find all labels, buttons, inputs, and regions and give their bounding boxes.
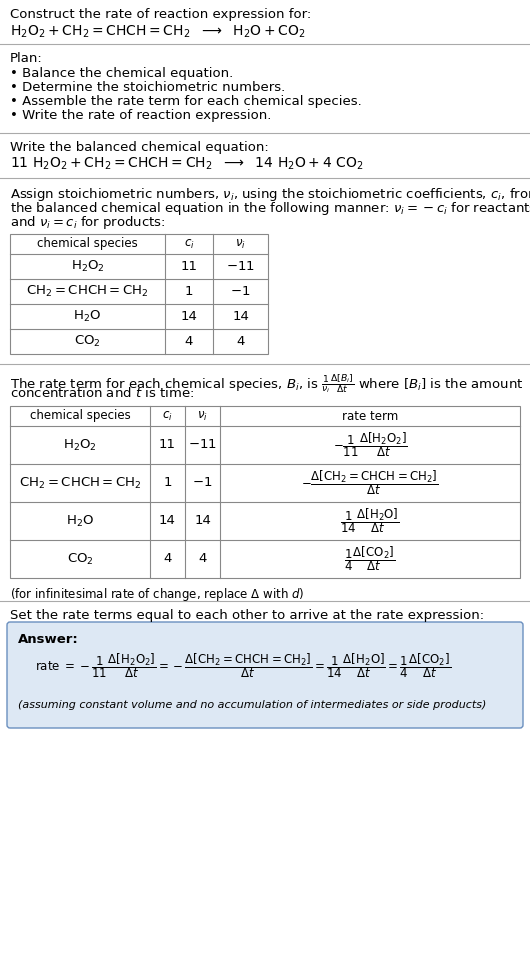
Text: rate $= -\dfrac{1}{11}\dfrac{\Delta[\mathrm{H_2O_2}]}{\Delta t}= -\dfrac{\Delta[: rate $= -\dfrac{1}{11}\dfrac{\Delta[\mat…: [35, 651, 451, 680]
Text: Plan:: Plan:: [10, 52, 43, 65]
Text: $\dfrac{1}{4}\dfrac{\Delta[\mathrm{CO_2}]}{\Delta t}$: $\dfrac{1}{4}\dfrac{\Delta[\mathrm{CO_2}…: [344, 545, 396, 573]
Text: 11: 11: [181, 260, 198, 273]
Text: rate term: rate term: [342, 410, 398, 422]
Text: $\mathrm{CH_2{=}CHCH{=}CH_2}$: $\mathrm{CH_2{=}CHCH{=}CH_2}$: [26, 284, 149, 299]
Text: $-11$: $-11$: [188, 438, 217, 452]
Text: 14: 14: [159, 514, 176, 527]
Text: $\mathregular{11\ H_2O_2 + CH_2{=}CHCH{=}CH_2}$  $\longrightarrow$  $\mathregula: $\mathregular{11\ H_2O_2 + CH_2{=}CHCH{=…: [10, 156, 364, 172]
FancyBboxPatch shape: [7, 622, 523, 728]
Text: $\mathrm{CO_2}$: $\mathrm{CO_2}$: [67, 552, 93, 566]
Text: 14: 14: [232, 310, 249, 323]
Text: Set the rate terms equal to each other to arrive at the rate expression:: Set the rate terms equal to each other t…: [10, 609, 484, 622]
Text: and $\nu_i = c_i$ for products:: and $\nu_i = c_i$ for products:: [10, 214, 165, 231]
Text: $\nu_i$: $\nu_i$: [235, 237, 246, 251]
Text: $\nu_i$: $\nu_i$: [197, 410, 208, 422]
Text: $\mathrm{H_2O}$: $\mathrm{H_2O}$: [66, 514, 94, 528]
Text: 14: 14: [181, 310, 198, 323]
Text: • Balance the chemical equation.: • Balance the chemical equation.: [10, 67, 233, 80]
Text: $\mathrm{H_2O_2}$: $\mathrm{H_2O_2}$: [70, 259, 104, 274]
Text: 4: 4: [163, 553, 172, 565]
Text: 11: 11: [159, 438, 176, 452]
Text: $\mathrm{CO_2}$: $\mathrm{CO_2}$: [74, 334, 101, 349]
Text: the balanced chemical equation in the following manner: $\nu_i = -c_i$ for react: the balanced chemical equation in the fo…: [10, 200, 530, 217]
Text: • Determine the stoichiometric numbers.: • Determine the stoichiometric numbers.: [10, 81, 285, 94]
Text: Assign stoichiometric numbers, $\nu_i$, using the stoichiometric coefficients, $: Assign stoichiometric numbers, $\nu_i$, …: [10, 186, 530, 203]
Text: (assuming constant volume and no accumulation of intermediates or side products): (assuming constant volume and no accumul…: [18, 700, 487, 710]
Text: • Assemble the rate term for each chemical species.: • Assemble the rate term for each chemic…: [10, 95, 362, 108]
Text: $c_i$: $c_i$: [183, 237, 195, 251]
Text: 4: 4: [236, 335, 245, 348]
Text: $\dfrac{1}{14}\dfrac{\Delta[\mathrm{H_2O}]}{\Delta t}$: $\dfrac{1}{14}\dfrac{\Delta[\mathrm{H_2O…: [340, 507, 400, 535]
Text: Write the balanced chemical equation:: Write the balanced chemical equation:: [10, 141, 269, 154]
Text: $-1$: $-1$: [192, 476, 213, 489]
Text: • Write the rate of reaction expression.: • Write the rate of reaction expression.: [10, 109, 271, 122]
Bar: [10, 234, 268, 354]
Text: 4: 4: [185, 335, 193, 348]
Text: The rate term for each chemical species, $B_i$, is $\frac{1}{\nu_i}\frac{\Delta[: The rate term for each chemical species,…: [10, 372, 524, 395]
Text: 1: 1: [185, 285, 193, 298]
Text: 4: 4: [198, 553, 207, 565]
Text: $-1$: $-1$: [231, 285, 251, 298]
Text: chemical species: chemical species: [37, 237, 138, 251]
Text: $\mathrm{H_2O_2}$: $\mathrm{H_2O_2}$: [63, 437, 97, 453]
Text: 14: 14: [194, 514, 211, 527]
Text: (for infinitesimal rate of change, replace $\Delta$ with $d$): (for infinitesimal rate of change, repla…: [10, 586, 304, 603]
Text: $\mathrm{H_2O}$: $\mathrm{H_2O}$: [74, 309, 102, 324]
Text: Answer:: Answer:: [18, 633, 79, 646]
Text: Construct the rate of reaction expression for:: Construct the rate of reaction expressio…: [10, 8, 311, 21]
Text: 1: 1: [163, 476, 172, 489]
Text: concentration and $t$ is time:: concentration and $t$ is time:: [10, 386, 194, 400]
Text: $-\dfrac{1}{11}\dfrac{\Delta[\mathrm{H_2O_2}]}{\Delta t}$: $-\dfrac{1}{11}\dfrac{\Delta[\mathrm{H_2…: [332, 430, 408, 460]
Text: $\mathregular{H_2O_2 + CH_2{=}CHCH{=}CH_2}$  $\longrightarrow$  $\mathregular{H_: $\mathregular{H_2O_2 + CH_2{=}CHCH{=}CH_…: [10, 24, 306, 40]
Text: $-11$: $-11$: [226, 260, 255, 273]
Text: $-\dfrac{\Delta[\mathrm{CH_2{=}CHCH{=}CH_2}]}{\Delta t}$: $-\dfrac{\Delta[\mathrm{CH_2{=}CHCH{=}CH…: [301, 468, 439, 498]
Text: $c_i$: $c_i$: [162, 410, 173, 422]
Text: chemical species: chemical species: [30, 410, 130, 422]
Text: $\mathrm{CH_2{=}CHCH{=}CH_2}$: $\mathrm{CH_2{=}CHCH{=}CH_2}$: [19, 475, 142, 491]
Bar: [10, 406, 520, 578]
